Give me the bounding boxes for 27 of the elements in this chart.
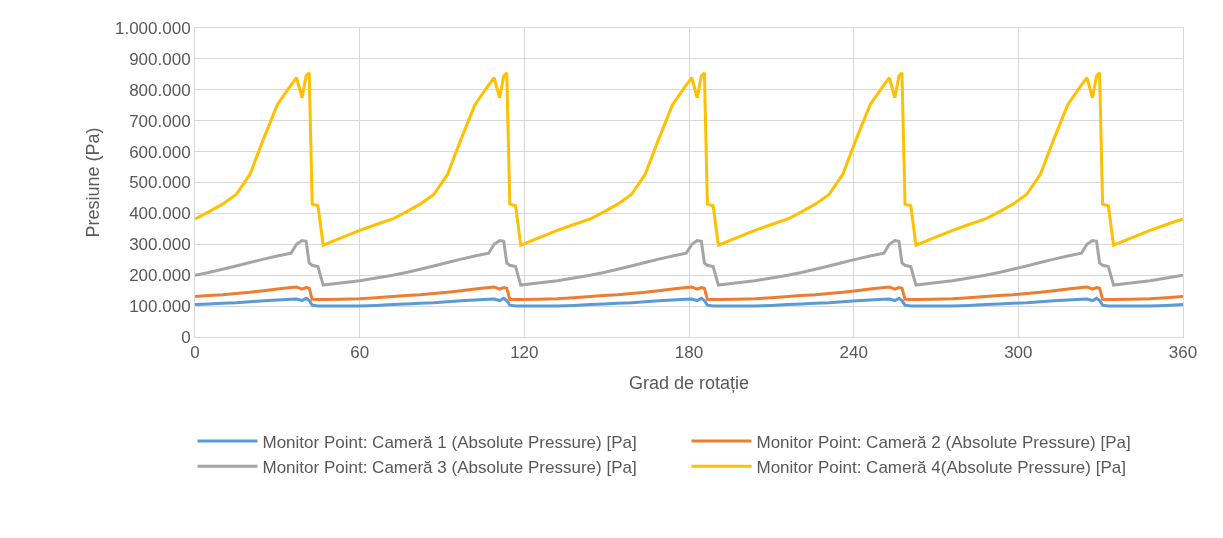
x-tick-label: 240 <box>839 343 868 363</box>
line-series <box>195 296 1183 308</box>
legend-label: Monitor Point: Cameră 1 (Absolute Pressure) [Pa] <box>262 432 637 452</box>
y-tick-label: 300.000 <box>129 235 191 255</box>
x-tick-label: 120 <box>510 343 539 363</box>
legend-label: Monitor Point: Cameră 2 (Absolute Pressure) [Pa] <box>756 432 1131 452</box>
line-series <box>195 239 1183 287</box>
x-tick-label: 300 <box>1004 343 1033 363</box>
legend-label: Monitor Point: Cameră 3 (Absolute Pressure) [Pa] <box>262 457 637 477</box>
y-tick-label: 200.000 <box>129 266 191 286</box>
legend-label: Monitor Point: Cameră 4(Absolute Pressure) [Pa] <box>756 457 1126 477</box>
x-tick-label: 60 <box>350 343 370 363</box>
x-tick-label: 180 <box>674 343 704 363</box>
y-tick-label: 1.000.000 <box>114 18 191 38</box>
line-series <box>195 285 1183 302</box>
x-tick-label: 360 <box>1168 343 1198 363</box>
y-tick-label: 600.000 <box>129 142 191 162</box>
y-axis-title: Presiune (Pa) <box>83 127 104 238</box>
y-tick-label: 700.000 <box>129 111 191 131</box>
y-tick-label: 800.000 <box>129 80 191 100</box>
y-tick-label: 900.000 <box>129 49 191 69</box>
line-series <box>195 71 1183 247</box>
x-axis-title: Grad de rotație <box>628 372 750 393</box>
y-tick-label: 0 <box>181 327 191 347</box>
y-tick-label: 100.000 <box>129 297 191 317</box>
y-tick-label: 400.000 <box>129 204 191 224</box>
y-tick-label: 500.000 <box>129 173 191 193</box>
